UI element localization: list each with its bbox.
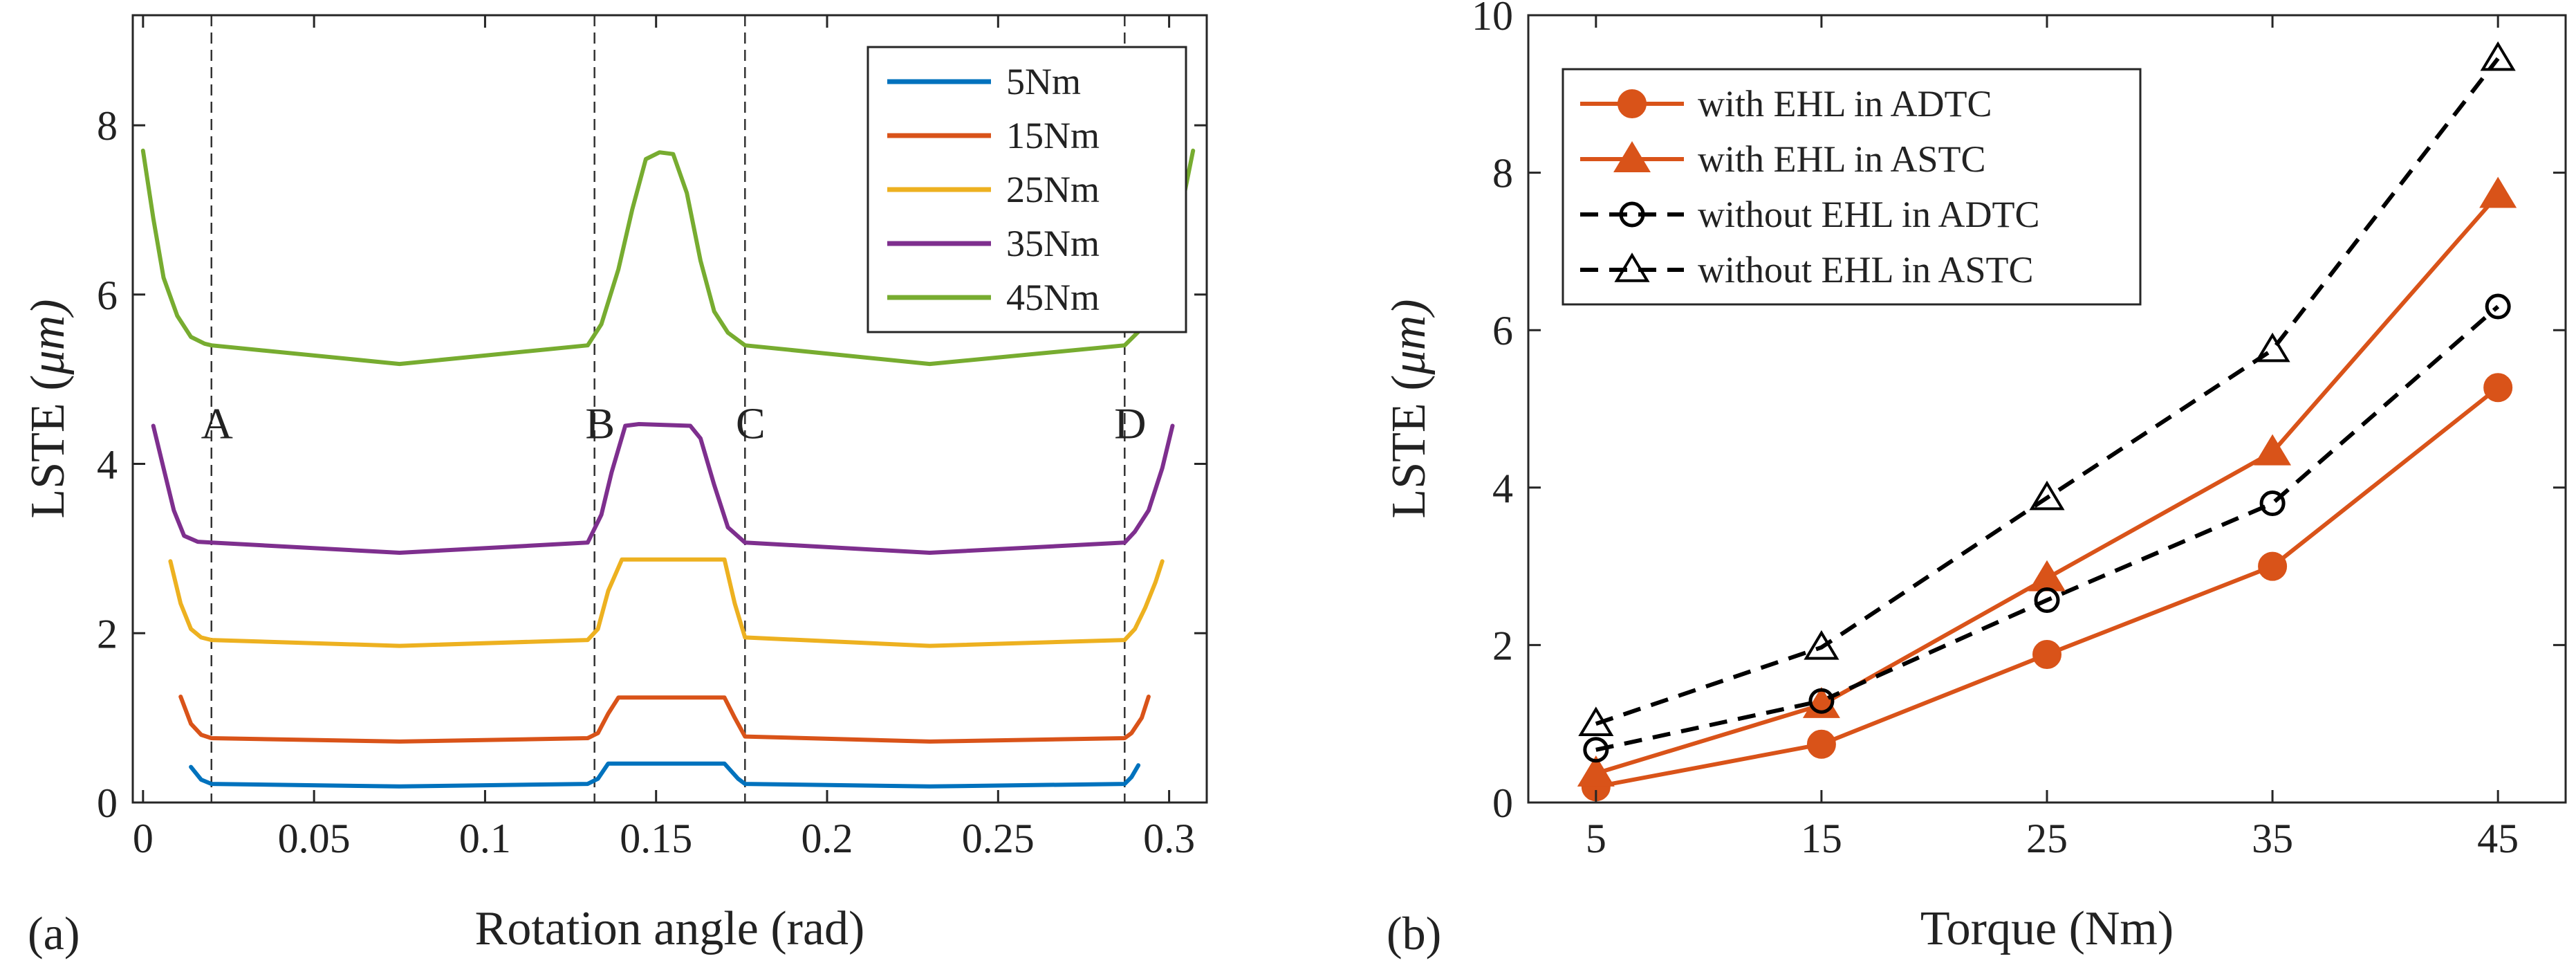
panel-a-axes-box [131, 14, 1208, 804]
panel-b-y-axis-label: LSTE (μm) [1382, 299, 1436, 518]
data-point-without-ehl-in-astc [1578, 706, 1614, 736]
data-point-with-ehl-in-astc [2254, 434, 2292, 466]
a-x-tick-label: 0.3 [1143, 816, 1195, 861]
b-x-tick-label: 25 [2026, 816, 2068, 861]
panel-a: A B C D 0 0.05 0.1 0.15 0.2 0.25 0.3 0 2 4 6 8 Rotatio… [21, 14, 1208, 960]
legend-label: 25Nm [1006, 169, 1100, 210]
panel-b-ticks: 5 15 25 35 45 0 2 4 6 8 10 [1472, 0, 2566, 861]
b-y-tick-label: 4 [1492, 466, 1513, 511]
legend-entry-35nm: 35Nm [887, 223, 1100, 264]
panel-b: 5 15 25 35 45 0 2 4 6 8 10 Torque (Nm) LSTE (μm) (… [1382, 0, 2567, 960]
a-x-tick-label: 0.05 [278, 816, 351, 861]
legend-label: 45Nm [1006, 277, 1100, 318]
a-x-tick-label: 0.15 [620, 816, 692, 861]
a-y-tick-label: 8 [97, 103, 118, 149]
b-y-tick-label: 10 [1472, 0, 1513, 39]
b-y-tick-label: 2 [1492, 623, 1513, 668]
panel-b-series-group [1577, 41, 2517, 802]
b-x-tick-label: 45 [2477, 816, 2519, 861]
data-point-with-ehl-in-adtc [2032, 640, 2061, 670]
legend-marker [1614, 253, 1650, 282]
legend-entry-with-ehl-in-astc: with EHL in ASTC [1580, 138, 1986, 180]
a-x-tick-label: 0.2 [801, 816, 853, 861]
legend-entry-15nm: 15Nm [887, 115, 1100, 156]
legend-marker [1618, 89, 1647, 118]
data-point-without-ehl-in-adtc [2485, 293, 2511, 320]
legend-label: without EHL in ADTC [1698, 194, 2040, 235]
legend-label: with EHL in ADTC [1698, 83, 1992, 125]
panel-b-legend: with EHL in ADTC with EHL in ASTC without … [1562, 68, 2142, 306]
a-y-tick-label: 2 [97, 611, 118, 657]
legend-entry-25nm: 25Nm [887, 169, 1100, 210]
legend-label: 5Nm [1006, 61, 1081, 102]
legend-entry-without-ehl-in-adtc: without EHL in ADTC [1580, 194, 2040, 235]
a-y-tick-label: 4 [97, 442, 118, 488]
a-x-tick-label: 0 [133, 816, 154, 861]
legend-label: with EHL in ASTC [1698, 138, 1986, 180]
marker-label-a: A [201, 398, 233, 448]
data-point-with-ehl-in-adtc [1806, 729, 1836, 759]
data-point-without-ehl-in-adtc [2259, 490, 2286, 517]
legend-entry-with-ehl-in-adtc: with EHL in ADTC [1580, 83, 1992, 125]
legend-label: 35Nm [1006, 223, 1100, 264]
data-point-without-ehl-in-astc [1804, 630, 1840, 660]
data-point-without-ehl-in-astc [2254, 332, 2290, 363]
legend-entry-without-ehl-in-astc: without EHL in ASTC [1580, 249, 2034, 291]
data-point-with-ehl-in-astc [1577, 755, 1615, 787]
a-y-tick-label: 0 [97, 780, 118, 826]
b-x-tick-label: 5 [1586, 816, 1606, 861]
marker-label-d: D [1114, 398, 1146, 448]
data-point-without-ehl-in-adtc [2034, 587, 2060, 614]
panel-a-x-axis-label: Rotation angle (rad) [475, 902, 865, 955]
series-line-15nm [178, 695, 1151, 744]
marker-label-b: B [585, 398, 615, 448]
series-line-5nm [189, 761, 1141, 789]
panel-a-ticks: 0 0.05 0.1 0.15 0.2 0.25 0.3 0 2 4 6 8 [97, 15, 1207, 861]
panel-a-series-group [140, 148, 1196, 789]
data-point-with-ehl-in-adtc [2483, 373, 2513, 403]
b-y-tick-label: 8 [1492, 151, 1513, 196]
b-y-tick-label: 6 [1492, 308, 1513, 354]
panel-a-label: (a) [28, 907, 80, 960]
data-point-without-ehl-in-adtc [1583, 737, 1609, 763]
panel-b-x-axis-label: Torque (Nm) [1920, 902, 2174, 955]
a-y-tick-label: 6 [97, 273, 118, 318]
b-y-tick-label: 0 [1492, 780, 1513, 826]
series-line-25nm [168, 557, 1165, 648]
series-line-35nm [151, 422, 1175, 555]
legend-box [1562, 68, 2142, 306]
a-x-tick-label: 0.25 [962, 816, 1035, 861]
data-point-with-ehl-in-adtc [2258, 551, 2288, 581]
data-point-without-ehl-in-adtc [1808, 688, 1835, 714]
data-point-with-ehl-in-astc [2479, 176, 2517, 208]
marker-label-c: C [736, 398, 766, 448]
a-x-tick-label: 0.1 [459, 816, 511, 861]
legend-entry-45nm: 45Nm [887, 277, 1100, 318]
b-x-tick-label: 15 [1801, 816, 1842, 861]
panel-a-y-axis-label: LSTE (μm) [21, 299, 75, 518]
legend-marker [1619, 201, 1645, 228]
legend-marker [1613, 141, 1651, 172]
legend-label: without EHL in ASTC [1698, 249, 2034, 291]
panel-a-legend: 5Nm 15Nm 25Nm 35Nm 45Nm [867, 46, 1187, 333]
legend-label: 15Nm [1006, 115, 1100, 156]
legend-entry-5nm: 5Nm [887, 61, 1081, 102]
data-point-without-ehl-in-astc [2029, 480, 2065, 511]
series-line-without-ehl-in-adtc [1595, 304, 2500, 752]
series-line-without-ehl-in-astc [1595, 57, 2500, 726]
panel-b-label: (b) [1387, 907, 1441, 960]
b-x-tick-label: 35 [2252, 816, 2293, 861]
data-point-without-ehl-in-astc [2480, 41, 2516, 71]
series-line-45nm [140, 148, 1196, 367]
